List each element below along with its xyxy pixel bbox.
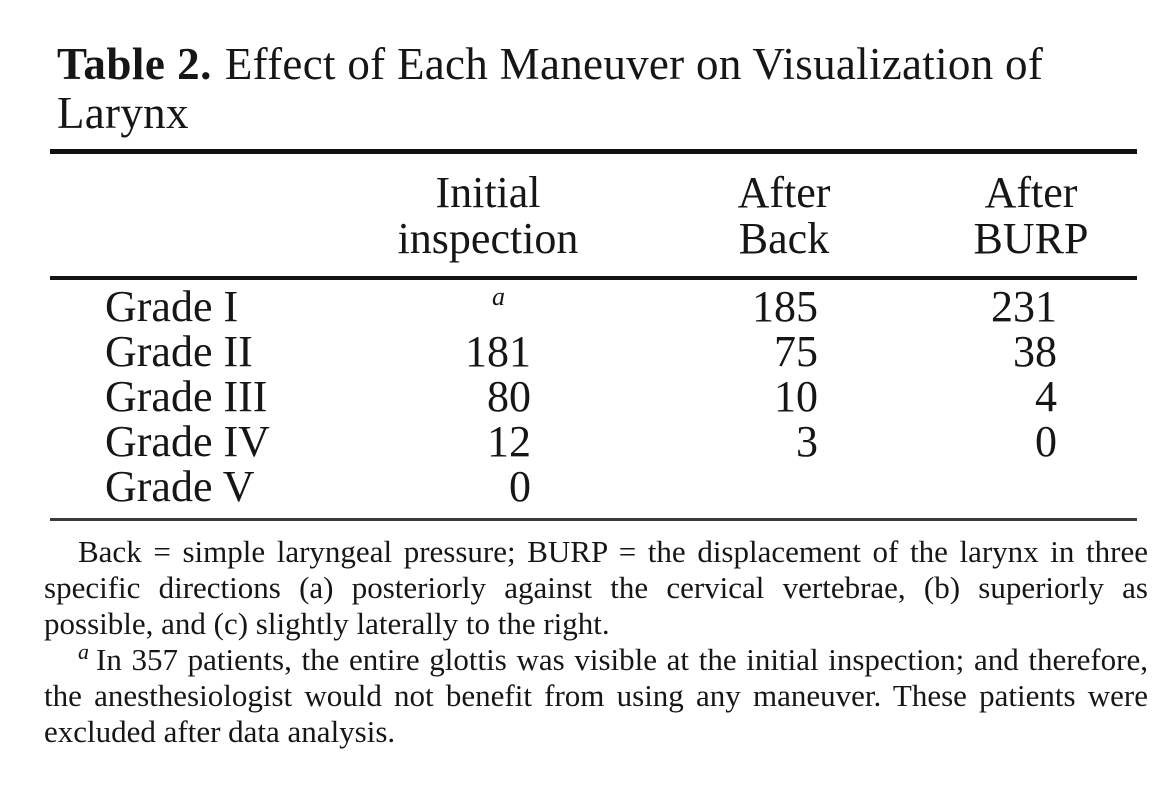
maneuver-table: Initial inspection After Back After BURP…	[50, 149, 1137, 521]
footnotes: Back = simple laryngeal pressure; BURP =…	[44, 534, 1148, 750]
footnote-a-text: In 357 patients, the entire glottis was …	[44, 642, 1148, 749]
footnote-a-marker: a	[492, 282, 505, 312]
cell-after-burp: 38	[1013, 327, 1057, 376]
cell-after-burp	[900, 464, 1137, 520]
header-line: inspection	[397, 214, 579, 263]
row-label: Grade II	[105, 327, 253, 376]
header-line: After	[984, 168, 1078, 217]
cell-after-back: 75	[774, 327, 818, 376]
cell-initial-inspection: 12	[487, 417, 531, 466]
cell-initial-inspection: 181	[465, 327, 531, 376]
row-label: Grade I	[105, 282, 239, 331]
table-row-grade-5: Grade V 0	[50, 464, 1137, 520]
table-row-grade-4: Grade IV 12 3 0	[50, 419, 1137, 464]
cell-after-back	[640, 464, 900, 520]
cell-after-back: 3	[796, 417, 818, 466]
cell-after-burp: 4	[1035, 372, 1057, 421]
row-label: Grade IV	[105, 417, 270, 466]
header-line: Back	[738, 214, 830, 263]
table-row-grade-2: Grade II 181 75 38	[50, 329, 1137, 374]
table-title: Table 2. Effect of Each Maneuver on Visua…	[57, 40, 1147, 138]
column-header-initial-inspection: Initial inspection	[390, 151, 640, 280]
cell-after-back: 10	[774, 372, 818, 421]
header-line: BURP	[973, 214, 1089, 263]
table-row-grade-3: Grade III 80 10 4	[50, 374, 1137, 419]
table-row-grade-1: Grade I a 185 231	[50, 278, 1137, 329]
header-line: Initial	[435, 168, 541, 217]
header-line: After	[737, 168, 831, 217]
table-number-label: Table 2.	[57, 39, 212, 89]
column-header-after-back: After Back	[640, 151, 900, 280]
column-header-after-burp: After BURP	[900, 151, 1137, 280]
column-header-empty	[50, 151, 390, 280]
cell-initial-inspection: a	[390, 278, 640, 329]
row-label: Grade V	[105, 462, 255, 511]
cell-initial-inspection: 0	[509, 462, 531, 511]
footnote-a-marker: a	[78, 638, 89, 664]
table-title-line1: Table 2. Effect of Each Maneuver on Visua…	[57, 40, 1147, 89]
table-title-line2: Larynx	[57, 88, 189, 138]
cell-after-burp: 0	[1035, 417, 1057, 466]
cell-initial-inspection: 80	[487, 372, 531, 421]
footnote-definitions: Back = simple laryngeal pressure; BURP =…	[44, 534, 1148, 641]
row-label: Grade III	[105, 372, 268, 421]
cell-after-burp: 231	[991, 282, 1057, 331]
table-title-text: Effect of Each Maneuver on Visualization…	[224, 39, 1044, 89]
cell-after-back: 185	[752, 282, 818, 331]
header-row: Initial inspection After Back After BURP	[50, 151, 1137, 280]
footnote-a: a In 357 patients, the entire glottis was…	[44, 638, 1148, 750]
